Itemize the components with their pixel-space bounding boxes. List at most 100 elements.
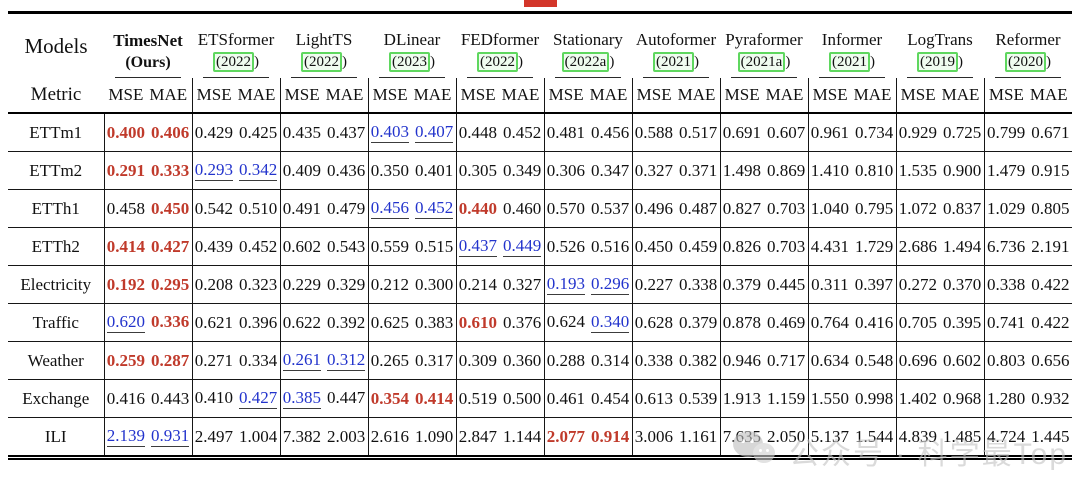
metric-label-mse: MSE: [284, 85, 320, 104]
metric-value: 0.437: [458, 236, 497, 257]
metric-value: 0.810: [855, 160, 894, 180]
metric-value: 0.385: [282, 388, 321, 409]
result-pair-cell: 0.354 0.414: [367, 379, 456, 418]
metric-value: 0.349: [503, 160, 542, 180]
result-pair-cell: 1.498 0.869: [719, 151, 808, 190]
result-pair-cell: 0.414 0.427: [103, 227, 192, 266]
result-pair-cell: 0.799 0.671: [983, 112, 1072, 152]
model-header-logtrans: LogTrans (2019): [896, 13, 984, 78]
cmidrule: [642, 77, 710, 78]
metric-value: 0.656: [1031, 350, 1070, 370]
result-pair-cell: 1.040 0.795: [807, 189, 896, 228]
result-pair-cell: 0.338 0.382: [631, 341, 720, 380]
metric-value: 0.437: [327, 122, 366, 142]
metric-value: 0.671: [1031, 122, 1070, 142]
table-row: ETTm1 0.400 0.406 0.429 0.425 0.435 0.437 0.403…: [8, 112, 1072, 152]
result-pair-cell: 0.826 0.703: [719, 227, 808, 266]
citation-year-link[interactable]: (2021: [653, 52, 694, 72]
metric-value: 0.340: [591, 312, 630, 333]
metric-value: 0.741: [987, 312, 1026, 332]
metric-value: 0.371: [679, 160, 718, 180]
metric-value: 0.621: [194, 312, 233, 332]
result-pair-cell: 0.461 0.454: [543, 379, 632, 418]
metric-value: 0.456: [370, 198, 409, 219]
result-pair-cell: 0.435 0.437: [279, 112, 368, 152]
metric-value: 0.416: [855, 312, 894, 332]
metric-value: 1.479: [987, 160, 1026, 180]
result-pair-cell: 2.686 1.494: [895, 227, 984, 266]
result-pair-cell: 0.192 0.295: [103, 265, 192, 304]
cmidrule: [114, 77, 182, 78]
metric-value: 0.929: [898, 122, 937, 142]
metric-value: 0.620: [106, 312, 145, 333]
model-year: (2023): [368, 52, 456, 72]
result-pair-cell: 0.929 0.725: [895, 112, 984, 152]
metric-value: 0.537: [591, 198, 630, 218]
metric-value: 0.440: [458, 198, 497, 218]
model-year: (2021a): [720, 52, 808, 72]
citation-year-link[interactable]: (2023: [389, 52, 430, 72]
result-pair-cell: 7.635 2.050: [719, 417, 808, 458]
model-header-dlinear: DLinear (2023): [368, 13, 456, 78]
metric-header-pair: MSE MAE: [983, 78, 1072, 114]
citation-year-link[interactable]: (2021: [829, 52, 870, 72]
metric-value: 0.427: [239, 388, 278, 409]
metric-value: 0.461: [546, 388, 585, 408]
citation-year-link[interactable]: (2022a: [561, 52, 610, 72]
metric-value: 0.450: [151, 198, 190, 218]
result-pair-cell: 0.741 0.422: [983, 303, 1072, 342]
metric-label-mae: MAE: [325, 85, 364, 104]
metric-value: 0.425: [239, 122, 278, 142]
citation-year-link[interactable]: (2019: [917, 52, 958, 72]
metric-label-mae: MAE: [1029, 85, 1068, 104]
result-pair-cell: 0.542 0.510: [191, 189, 280, 228]
dataset-label: ILI: [44, 426, 67, 446]
result-pair-cell: 4.724 1.445: [983, 417, 1072, 458]
metric-value: 0.610: [458, 312, 497, 332]
model-header-reformer: Reformer (2020): [984, 13, 1072, 78]
result-pair-cell: 1.550 0.998: [807, 379, 896, 418]
result-pair-cell: 0.272 0.370: [895, 265, 984, 304]
cmidrule: [554, 77, 622, 78]
metric-value: 0.491: [282, 198, 321, 218]
metric-value: 2.077: [546, 426, 585, 446]
result-pair-cell: 0.409 0.436: [279, 151, 368, 190]
model-name: LogTrans: [907, 30, 973, 49]
metric-value: 0.458: [106, 198, 145, 218]
citation-year-link[interactable]: (2021a: [737, 52, 786, 72]
cmidrule: [994, 77, 1062, 78]
citation-year-link[interactable]: (2022: [213, 52, 254, 72]
metric-value: 0.496: [634, 198, 673, 218]
metric-value: 0.448: [458, 122, 497, 142]
metric-header-pair: MSE MAE: [631, 78, 720, 114]
result-pair-cell: 0.338 0.422: [983, 265, 1072, 304]
metric-value: 0.459: [679, 236, 718, 256]
metric-value: 0.961: [810, 122, 849, 142]
metric-value: 1.161: [679, 426, 718, 446]
metric-value: 0.383: [415, 312, 454, 332]
result-pair-cell: 0.827 0.703: [719, 189, 808, 228]
model-year: (2019): [896, 52, 984, 72]
result-pair-cell: 0.259 0.287: [103, 341, 192, 380]
citation-year-link[interactable]: (2020: [1005, 52, 1046, 72]
model-name: Informer: [821, 30, 883, 49]
citation-year-link[interactable]: (2022: [477, 52, 518, 72]
result-pair-cell: 0.208 0.323: [191, 265, 280, 304]
result-pair-cell: 0.559 0.515: [367, 227, 456, 266]
metric-value: 0.229: [282, 274, 321, 294]
metric-label-mse: MSE: [196, 85, 232, 104]
dataset-label: ETTm1: [29, 122, 83, 142]
model-name: Pyraformer: [725, 30, 803, 49]
metric-value: 0.946: [722, 350, 761, 370]
metric-value: 0.691: [722, 122, 761, 142]
metric-value: 0.487: [679, 198, 718, 218]
metric-value: 0.327: [634, 160, 673, 180]
result-pair-cell: 0.878 0.469: [719, 303, 808, 342]
dataset-label: ETTm2: [29, 160, 83, 180]
result-pair-cell: 4.839 1.485: [895, 417, 984, 458]
metric-value: 0.570: [546, 198, 585, 218]
metric-value: 0.311: [811, 274, 849, 294]
citation-year-link[interactable]: (2022: [301, 52, 342, 72]
metric-label-mse: MSE: [812, 85, 848, 104]
metric-value: 0.259: [106, 350, 145, 370]
